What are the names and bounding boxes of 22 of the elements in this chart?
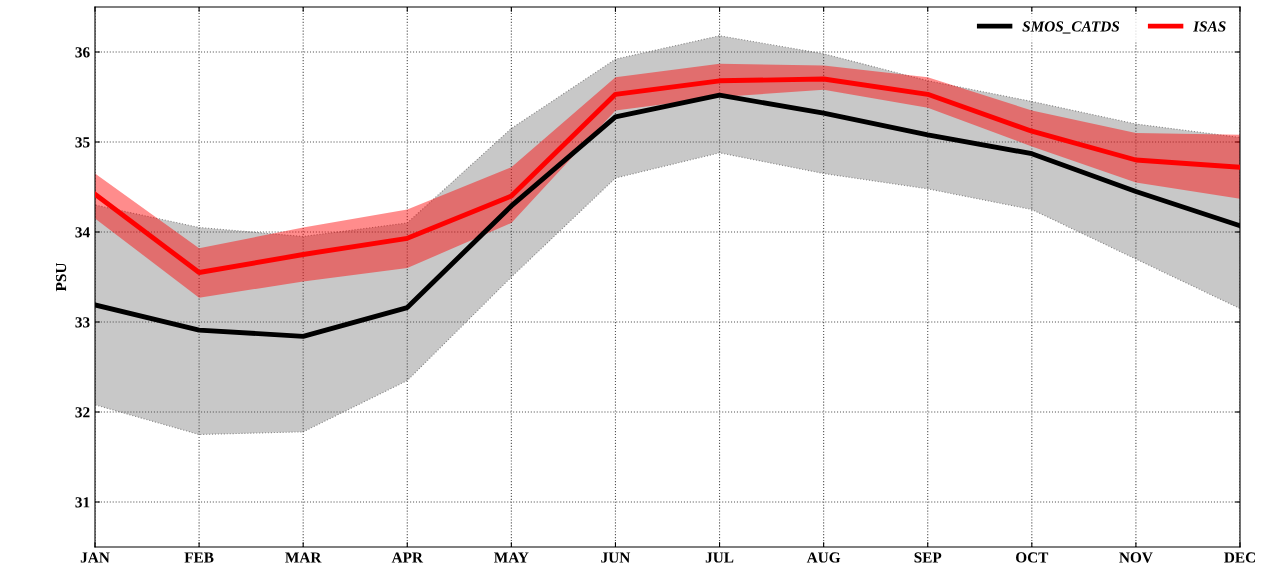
y-tick-label: 33 [75, 317, 90, 328]
x-tick-label: JAN [80, 552, 110, 563]
legend-label: ISAS [1192, 21, 1226, 32]
x-tick-label: JUL [705, 552, 734, 563]
x-tick-label: AUG [806, 552, 841, 563]
y-tick-label: 34 [75, 227, 90, 238]
x-tick-label: MAY [494, 552, 529, 563]
y-tick-label: 31 [75, 497, 90, 508]
x-tick-label: OCT [1016, 552, 1049, 563]
x-tick-label: DEC [1224, 552, 1255, 563]
x-tick-label: SEP [914, 552, 942, 563]
y-axis-title: PSU [55, 262, 67, 292]
x-tick-label: JUN [601, 552, 631, 563]
x-tick-label: MAR [285, 552, 322, 563]
y-tick-label: 32 [75, 407, 90, 418]
y-tick-label: 35 [75, 137, 90, 148]
x-tick-label: NOV [1119, 552, 1153, 563]
x-tick-label: FEB [184, 552, 214, 563]
line-series [95, 76, 1240, 275]
x-tick-label: APR [391, 552, 424, 563]
y-tick-label: 36 [75, 47, 90, 58]
legend-label: SMOS_CATDS [1022, 21, 1120, 34]
